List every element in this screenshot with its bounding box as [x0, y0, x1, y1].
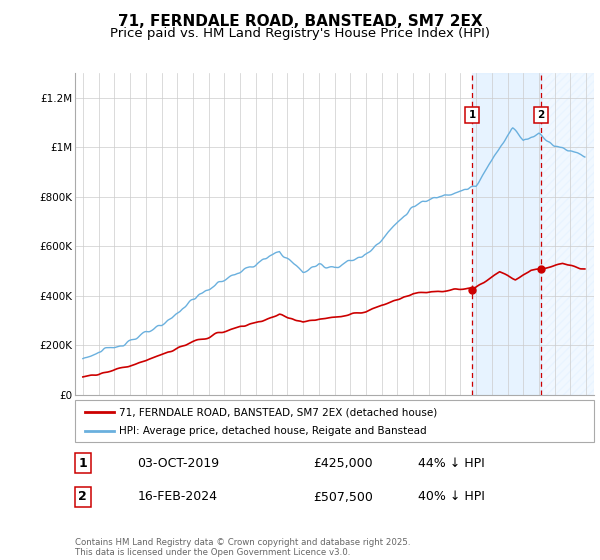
Text: 03-OCT-2019: 03-OCT-2019 [137, 457, 220, 470]
Bar [472, 73, 541, 395]
Text: £425,000: £425,000 [314, 457, 373, 470]
Text: 71, FERNDALE ROAD, BANSTEAD, SM7 2EX: 71, FERNDALE ROAD, BANSTEAD, SM7 2EX [118, 14, 482, 29]
Text: 2: 2 [537, 110, 544, 120]
Text: 44% ↓ HPI: 44% ↓ HPI [418, 457, 484, 470]
Text: 1: 1 [469, 110, 476, 120]
Text: HPI: Average price, detached house, Reigate and Banstead: HPI: Average price, detached house, Reig… [119, 426, 427, 436]
Text: 40% ↓ HPI: 40% ↓ HPI [418, 491, 484, 503]
Text: 2: 2 [79, 491, 87, 503]
Text: Contains HM Land Registry data © Crown copyright and database right 2025.
This d: Contains HM Land Registry data © Crown c… [75, 538, 410, 557]
Text: 16-FEB-2024: 16-FEB-2024 [137, 491, 217, 503]
Text: £507,500: £507,500 [314, 491, 374, 503]
Text: 71, FERNDALE ROAD, BANSTEAD, SM7 2EX (detached house): 71, FERNDALE ROAD, BANSTEAD, SM7 2EX (de… [119, 407, 437, 417]
Text: Price paid vs. HM Land Registry's House Price Index (HPI): Price paid vs. HM Land Registry's House … [110, 27, 490, 40]
Text: 1: 1 [79, 457, 87, 470]
Bar [541, 73, 594, 395]
